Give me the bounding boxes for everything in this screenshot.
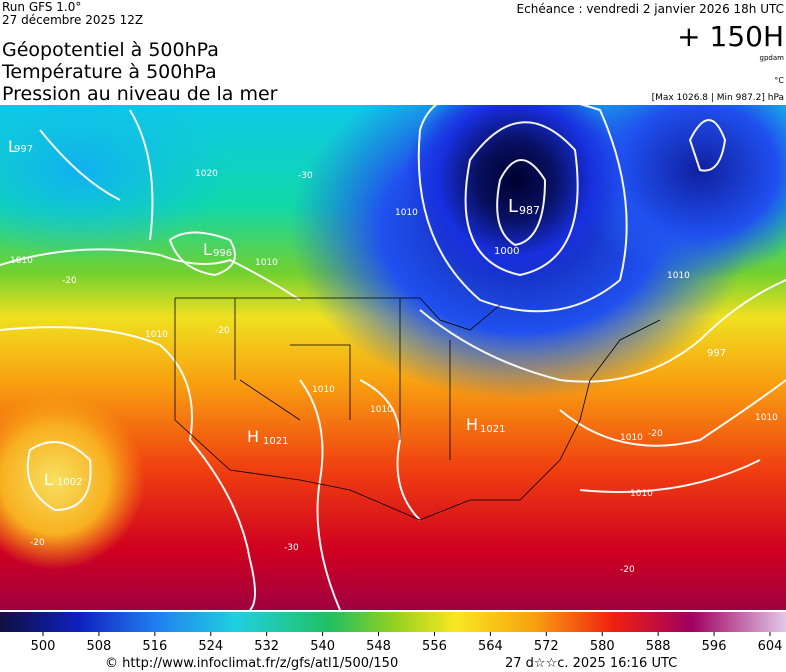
title: Géopotentiel à 500hPa: [2, 39, 219, 61]
map-label: L: [203, 240, 212, 259]
map-label: L: [508, 196, 518, 217]
run: Run GFS 1.0°: [2, 0, 81, 14]
tick-label: 564: [478, 639, 503, 654]
map-label: 1010: [10, 256, 33, 266]
source-url: © http://www.infoclimat.fr/z/gfs/atl1/50…: [105, 656, 398, 671]
map-label: -20: [62, 276, 77, 286]
tick-label: 516: [142, 639, 167, 654]
tick-label: 588: [646, 639, 671, 654]
map-label: 987: [519, 204, 540, 217]
map-label: -30: [298, 171, 313, 181]
map-label: -20: [648, 429, 663, 439]
map-label: -20: [620, 565, 635, 575]
map-label: 1010: [395, 208, 418, 218]
tick-label: 500: [31, 639, 56, 654]
valid-time: Echéance : vendredi 2 janvier 2026 18h U…: [517, 2, 784, 16]
tick-label: 580: [590, 639, 615, 654]
timestamp: 27 d☆☆c. 2025 16:16 UTC: [505, 656, 677, 671]
map-label: 1010: [370, 405, 393, 415]
map-label: H: [247, 427, 259, 446]
map-label: L: [44, 470, 53, 489]
map-label: -20: [30, 538, 45, 548]
tick-label: 596: [702, 639, 727, 654]
tick-label: 548: [366, 639, 391, 654]
pressure-range: [Max 1026.8 | Min 987.2] hPa: [652, 93, 784, 103]
tick-label: 572: [534, 639, 559, 654]
map-label: 997: [14, 144, 33, 155]
tick-label: 508: [87, 639, 112, 654]
map-label: 1021: [480, 424, 505, 435]
map-label: 1002: [57, 477, 82, 488]
map-label: 1020: [195, 169, 218, 179]
unit-temp: °C: [774, 76, 784, 85]
tick-label: 524: [198, 639, 223, 654]
map-label: 1000: [494, 246, 519, 257]
tick-label: 556: [422, 639, 447, 654]
map-label: 997: [707, 348, 726, 359]
unit-geo: gpdam: [760, 54, 785, 62]
run-date: 27 décembre 2025 12Z: [2, 13, 143, 27]
map-label: 1021: [263, 436, 288, 447]
map-label: 996: [213, 248, 232, 259]
map-label: 1010: [145, 330, 168, 340]
map-label: 1010: [755, 413, 778, 423]
title: Température à 500hPa: [1, 61, 217, 83]
lead-time: + 150H: [677, 20, 784, 53]
tick-label: 604: [758, 639, 783, 654]
map-label: 1010: [630, 489, 653, 499]
title: Pression au niveau de la mer: [2, 83, 278, 105]
map-label: H: [466, 415, 478, 434]
tick-label: 540: [310, 639, 335, 654]
map-label: -20: [215, 326, 230, 336]
map-label: L: [8, 137, 17, 156]
color-scale: [0, 612, 786, 632]
map: [0, 105, 786, 610]
tick-label: 532: [254, 639, 279, 654]
map-label: 1010: [667, 271, 690, 281]
map-label: 1010: [255, 258, 278, 268]
map-label: 1010: [620, 433, 643, 443]
map-label: -30: [284, 543, 299, 553]
map-label: 1010: [312, 385, 335, 395]
